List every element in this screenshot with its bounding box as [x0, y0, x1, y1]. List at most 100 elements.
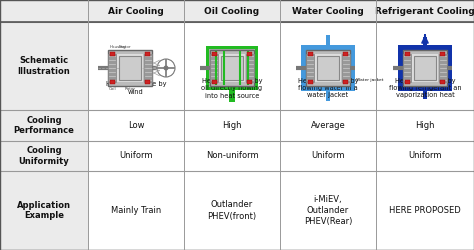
Text: Application
Example: Application Example: [17, 201, 71, 220]
Text: Uniform: Uniform: [311, 152, 345, 160]
Bar: [414, 56, 436, 80]
Bar: [219, 54, 245, 82]
Bar: [306, 50, 350, 86]
Bar: [209, 49, 255, 87]
Bar: [206, 46, 258, 90]
Bar: [88, 0, 184, 22]
Text: High: High: [415, 121, 435, 130]
Bar: [326, 91, 330, 101]
Text: Average: Average: [310, 121, 346, 130]
Text: HERE PROPOSED: HERE PROPOSED: [389, 206, 461, 215]
Bar: [247, 80, 252, 84]
Bar: [343, 80, 348, 84]
Bar: [221, 56, 243, 80]
Text: Outlander
PHEV(front): Outlander PHEV(front): [208, 200, 256, 220]
Bar: [280, 0, 376, 22]
Bar: [398, 50, 403, 86]
Bar: [247, 52, 252, 56]
Bar: [88, 141, 184, 171]
Bar: [343, 52, 348, 56]
Bar: [423, 91, 427, 99]
Bar: [184, 110, 280, 141]
Bar: [184, 141, 280, 171]
Bar: [376, 0, 474, 22]
Bar: [110, 80, 115, 84]
Bar: [88, 171, 184, 250]
Bar: [119, 56, 141, 80]
Bar: [0, 22, 88, 110]
Bar: [342, 54, 350, 82]
Bar: [145, 80, 150, 84]
Text: Oil Cooling: Oil Cooling: [204, 6, 260, 16]
Bar: [315, 54, 341, 82]
Bar: [301, 45, 355, 50]
Bar: [0, 110, 88, 141]
Bar: [447, 50, 452, 86]
Bar: [210, 54, 218, 82]
Text: Cooling
Performance: Cooling Performance: [14, 116, 74, 135]
Bar: [440, 52, 445, 56]
Text: Uniform: Uniform: [119, 152, 153, 160]
Bar: [280, 22, 376, 110]
Text: Mainly Train: Mainly Train: [111, 206, 161, 215]
Bar: [405, 80, 410, 84]
Bar: [280, 171, 376, 250]
Bar: [398, 86, 452, 91]
Bar: [301, 50, 306, 86]
Text: Coil: Coil: [109, 87, 117, 91]
Text: Water Cooling: Water Cooling: [292, 6, 364, 16]
Text: Heat exchange by
flowing refrigerant an
vaporization heat: Heat exchange by flowing refrigerant an …: [389, 78, 461, 98]
Bar: [280, 141, 376, 171]
Bar: [350, 50, 355, 86]
Bar: [376, 141, 474, 171]
Bar: [326, 35, 330, 45]
Bar: [280, 110, 376, 141]
Bar: [376, 110, 474, 141]
Text: Refrigerant Cooling: Refrigerant Cooling: [375, 6, 474, 16]
Bar: [110, 52, 115, 56]
Bar: [144, 54, 152, 82]
Bar: [308, 80, 313, 84]
Bar: [439, 54, 447, 82]
Bar: [88, 22, 184, 110]
Text: Non-uniform: Non-uniform: [206, 152, 258, 160]
Bar: [376, 22, 474, 110]
Text: Housing: Housing: [110, 45, 127, 49]
Bar: [398, 45, 452, 50]
Bar: [405, 52, 410, 56]
Bar: [212, 52, 217, 56]
Bar: [212, 80, 217, 84]
Bar: [0, 171, 88, 250]
Bar: [317, 56, 339, 80]
Bar: [145, 52, 150, 56]
Bar: [184, 22, 280, 110]
Bar: [412, 54, 438, 82]
Text: Cooling
Uniformity: Cooling Uniformity: [18, 146, 69, 166]
Bar: [108, 54, 116, 82]
Bar: [0, 0, 88, 22]
Text: Heat exchange by
oil directly flowing
into heat source: Heat exchange by oil directly flowing in…: [201, 78, 263, 98]
Text: Air Cooling: Air Cooling: [108, 6, 164, 16]
Text: Schematic
Illustration: Schematic Illustration: [18, 56, 70, 76]
Text: Uniform: Uniform: [408, 152, 442, 160]
Bar: [184, 171, 280, 250]
Text: Stator: Stator: [119, 45, 132, 49]
Text: Low: Low: [128, 121, 144, 130]
Bar: [210, 50, 254, 86]
Bar: [440, 80, 445, 84]
Bar: [229, 90, 235, 102]
Bar: [301, 86, 355, 91]
Bar: [376, 171, 474, 250]
Bar: [246, 54, 254, 82]
Text: Water jacket: Water jacket: [356, 78, 383, 82]
Text: Rotor: Rotor: [125, 87, 136, 91]
Bar: [88, 110, 184, 141]
Bar: [423, 37, 427, 45]
Circle shape: [164, 66, 168, 70]
Text: Heat exchange by
flowing water in a
water jacket: Heat exchange by flowing water in a wate…: [298, 78, 358, 98]
Bar: [403, 54, 411, 82]
Text: i-MiEV,
Outlander
PHEV(Rear): i-MiEV, Outlander PHEV(Rear): [304, 195, 352, 226]
Bar: [403, 50, 447, 86]
Bar: [308, 52, 313, 56]
Bar: [0, 141, 88, 171]
